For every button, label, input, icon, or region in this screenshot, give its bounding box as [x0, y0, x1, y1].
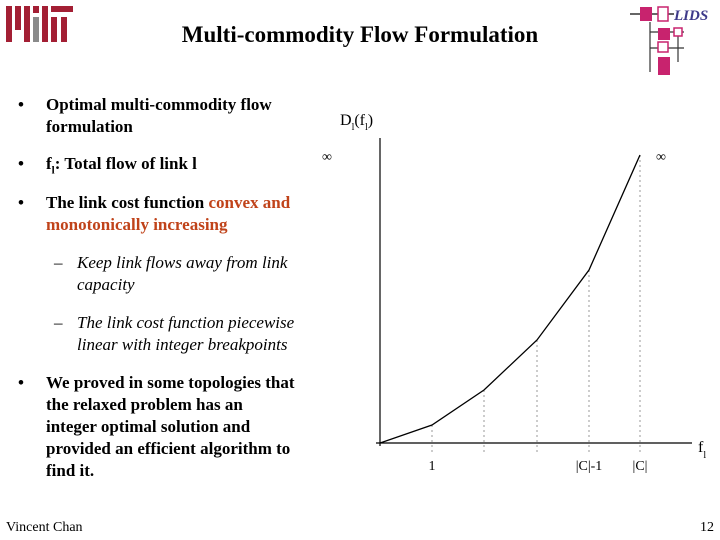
bullet-text-line-3: integer optimal solution and: [46, 417, 251, 436]
bullet-text-line-5: find it.: [46, 461, 95, 480]
tick-label-c-minus-1: |C|-1: [576, 459, 603, 474]
bullet-text-line-2: the relaxed problem has an: [46, 395, 243, 414]
bullet-dot: •: [18, 95, 24, 114]
bullet-relaxed-problem: • We proved in some topologies that the …: [0, 372, 350, 484]
sub-bullet-line-1: Keep link flows away from link: [77, 253, 288, 272]
slide-title: Multi-commodity Flow Formulation: [181, 22, 539, 47]
footer-author: Vincent Chan: [6, 520, 83, 535]
bullet-text-line-2: formulation: [46, 117, 133, 136]
page-number: 12: [700, 520, 714, 535]
monotonic-highlight: monotonically increasing: [46, 215, 228, 234]
bullet-cost-function: • The link cost function convex and mono…: [0, 192, 340, 238]
sub-bullet-piecewise: – The link cost function piecewise linea…: [0, 312, 340, 358]
y-axis-label: Dl(fl): [340, 112, 373, 133]
lids-logo-text: LIDS: [673, 8, 708, 24]
flow-symbol: f: [46, 154, 52, 173]
tick-label-c: |C|: [633, 459, 648, 474]
flow-subscript: l: [51, 164, 55, 177]
bullet-dot: •: [18, 373, 24, 392]
infinity-left: ∞: [322, 150, 332, 165]
sub-bullet-line-2: capacity: [77, 275, 135, 294]
sub-bullet-dash: –: [54, 313, 63, 332]
infinity-right: ∞: [656, 150, 666, 165]
lids-logo: LIDS: [630, 6, 708, 75]
cost-curve: [379, 154, 641, 444]
tick-label-1: 1: [429, 459, 436, 474]
bullet-optimal-flow: • Optimal multi-commodity flow formulati…: [0, 94, 340, 140]
flow-definition: : Total flow of link l: [54, 154, 197, 173]
sub-bullet-dash: –: [54, 253, 63, 272]
x-axis-label: fl: [698, 439, 706, 461]
bullet-text-line-4: provided an efficient algorithm to: [46, 439, 291, 458]
bullet-total-flow: • fl: Total flow of link l: [0, 153, 340, 177]
bullet-text-line-1: fl: Total flow of link l: [46, 153, 197, 181]
bullet-text-line-1: The link cost function convex and: [46, 192, 290, 214]
bullet-text-line-1: We proved in some topologies that: [46, 373, 295, 392]
mit-logo: [6, 6, 73, 42]
bullet-dot: •: [18, 154, 24, 173]
cost-function-text: The link cost function: [46, 193, 209, 212]
sub-bullet-line-2: linear with integer breakpoints: [77, 335, 288, 354]
convex-highlight: convex and: [208, 193, 291, 212]
bullet-dot: •: [18, 193, 24, 212]
bullet-text-line-1: Optimal multi-commodity flow: [46, 95, 272, 114]
sub-bullet-line-1: The link cost function piecewise: [77, 313, 295, 332]
sub-bullet-keep-flows: – Keep link flows away from link capacit…: [0, 252, 340, 298]
